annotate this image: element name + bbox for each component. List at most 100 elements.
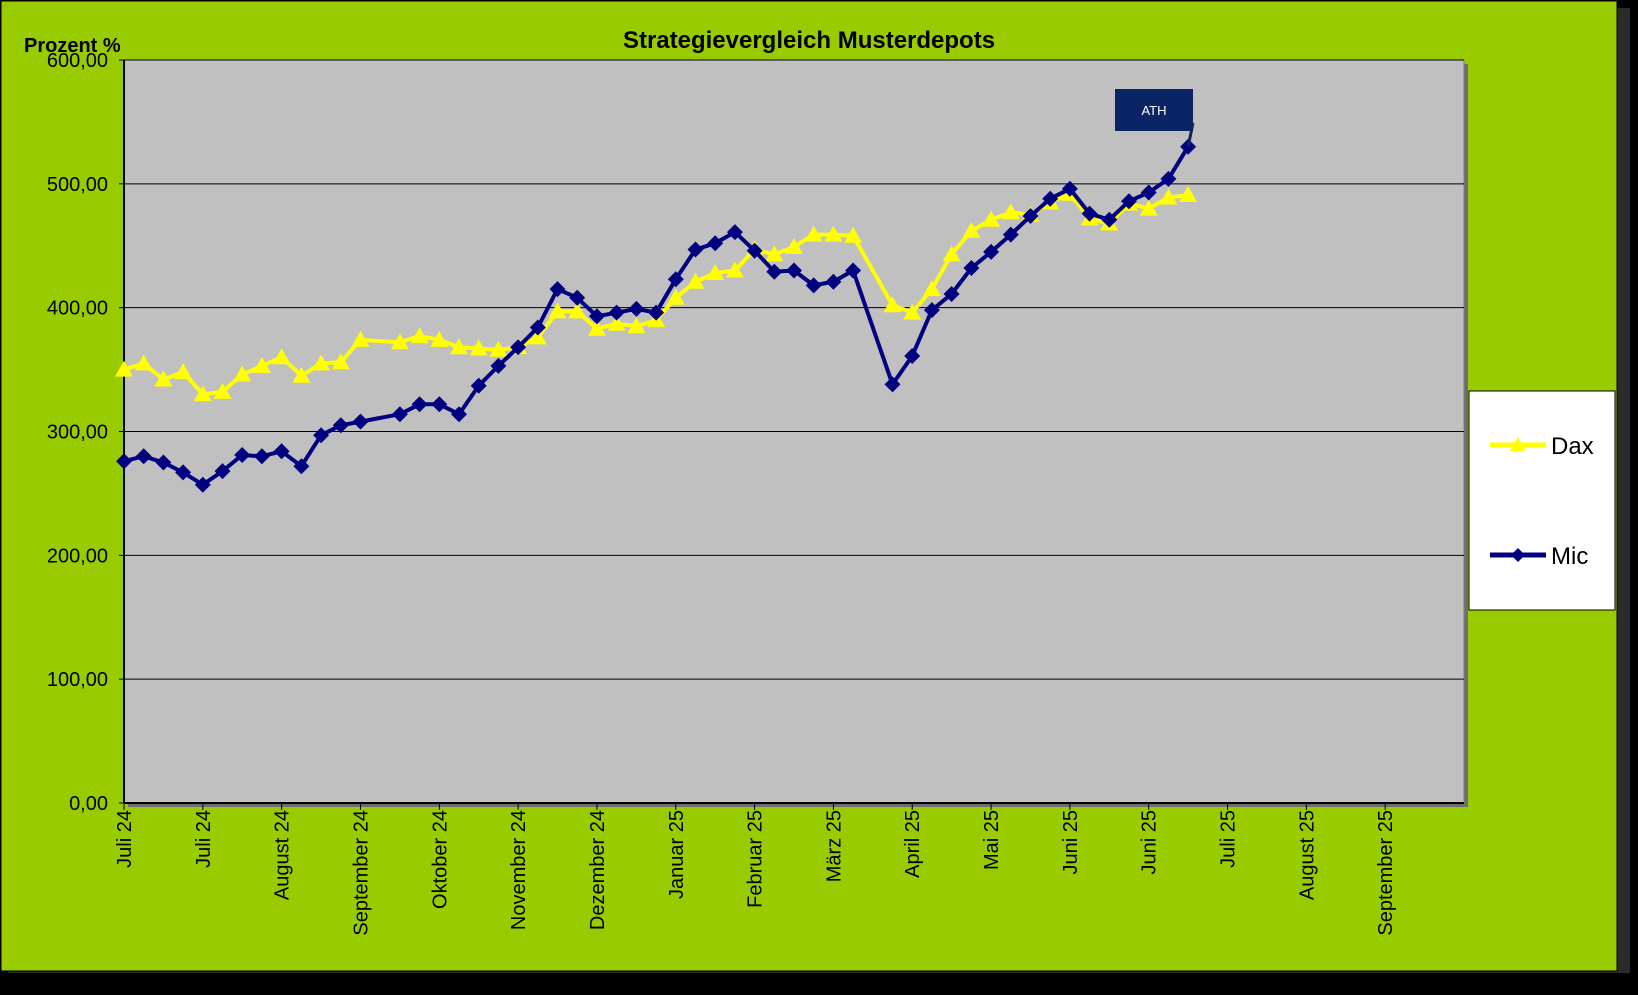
series-dax-point bbox=[390, 333, 409, 350]
series-dax-point bbox=[666, 288, 685, 305]
series-mic-point bbox=[1022, 208, 1039, 224]
series-dax-point bbox=[844, 226, 863, 243]
series-mic-point bbox=[1140, 184, 1157, 201]
x-tick-label: Mai 25 bbox=[981, 810, 1003, 870]
chart-title: Strategievergleich Musterdepots bbox=[623, 27, 995, 54]
series-dax-point bbox=[528, 328, 547, 345]
series-dax-point bbox=[312, 354, 331, 371]
series-dax-point bbox=[883, 296, 902, 313]
annotation-box bbox=[1115, 89, 1193, 131]
series-mic-point bbox=[1160, 170, 1177, 187]
series-mic-point bbox=[352, 413, 369, 430]
series-dax-point bbox=[548, 302, 567, 319]
series-mic-point bbox=[490, 357, 507, 374]
series-mic-point bbox=[273, 443, 290, 460]
legend-mic-label: Mic bbox=[1551, 543, 1588, 570]
series-dax-point bbox=[568, 302, 587, 319]
series-mic-point bbox=[1042, 190, 1059, 207]
series-mic-point bbox=[135, 448, 152, 465]
y-tick-labels: 0,00 100,00 200,00 300,00 400,00 500,00 600,00 bbox=[47, 50, 108, 815]
series-mic-point bbox=[214, 463, 231, 480]
series-dax-point bbox=[489, 340, 508, 357]
series-dax-point bbox=[1159, 188, 1178, 205]
series-mic-point bbox=[234, 447, 251, 463]
series-dax-point bbox=[272, 348, 291, 365]
series-dax-point bbox=[706, 264, 725, 280]
x-tick-label: Juni 25 bbox=[1060, 810, 1082, 875]
series-dax-point bbox=[469, 339, 488, 356]
series-mic-point bbox=[569, 289, 586, 306]
y-tick-label: 200,00 bbox=[47, 545, 108, 567]
series-mic-point bbox=[431, 396, 448, 413]
series-dax-point bbox=[292, 366, 311, 383]
series-mic-point bbox=[391, 406, 408, 423]
series-mic-point bbox=[411, 396, 428, 413]
series-mic-point bbox=[470, 377, 487, 394]
series-mic-point bbox=[963, 260, 980, 276]
legend-dax-marker bbox=[1510, 437, 1526, 451]
series-dax-point bbox=[962, 221, 981, 238]
series-mic-point bbox=[805, 277, 822, 294]
gridlines bbox=[124, 59, 1464, 680]
series-mic-point bbox=[825, 273, 842, 290]
series-dax-point bbox=[1179, 186, 1198, 202]
series-mic-point bbox=[253, 448, 270, 465]
series-mic-point bbox=[845, 262, 862, 279]
series-dax-point bbox=[785, 238, 803, 254]
series-dax-point bbox=[351, 330, 370, 347]
series-mic-point bbox=[510, 339, 527, 356]
series-mic bbox=[116, 138, 1197, 493]
series-mic-point bbox=[293, 458, 310, 475]
series-mic-point bbox=[726, 224, 743, 241]
x-tick-label: Januar 25 bbox=[666, 810, 688, 899]
y-tick-label: 0,00 bbox=[69, 793, 108, 815]
series-dax-point bbox=[134, 354, 153, 371]
x-tick-label: Juli 24 bbox=[193, 810, 215, 868]
x-tick-label: November 24 bbox=[508, 810, 530, 930]
series-dax-point bbox=[154, 370, 173, 387]
x-tick-label: August 25 bbox=[1296, 810, 1318, 900]
series-mic-point bbox=[155, 454, 172, 471]
series-mic-point bbox=[529, 319, 546, 336]
x-tick-label: August 24 bbox=[272, 810, 294, 900]
x-tick-label: Februar 25 bbox=[745, 810, 767, 908]
series-dax-point bbox=[233, 365, 252, 382]
x-tick-labels: Juli 24 Juli 24 August 24 September 24 Oktob… bbox=[114, 810, 1397, 936]
x-tick-label: Juni 25 bbox=[1139, 810, 1161, 875]
y-tick-label: 400,00 bbox=[47, 298, 108, 320]
axes bbox=[119, 59, 1464, 810]
series-mic-point bbox=[983, 243, 1000, 260]
series-dax-point bbox=[331, 353, 350, 370]
series-dax-point bbox=[252, 356, 271, 373]
annotation-layer: ATH bbox=[1115, 89, 1195, 147]
series-dax-point bbox=[213, 382, 232, 399]
legend-box bbox=[1468, 390, 1616, 611]
series-dax-point bbox=[174, 363, 193, 380]
series-mic-point bbox=[628, 300, 645, 317]
series-mic-point bbox=[313, 427, 330, 444]
series-mic-point bbox=[746, 242, 763, 259]
series-mic-point bbox=[1121, 193, 1137, 210]
series-dax-point bbox=[1139, 199, 1158, 216]
x-tick-label: Oktober 24 bbox=[429, 810, 451, 909]
y-tick-label: 300,00 bbox=[47, 422, 108, 444]
series-dax-point bbox=[1001, 203, 1020, 220]
y-tick-label: 100,00 bbox=[47, 669, 108, 691]
series-mic-point bbox=[648, 304, 665, 321]
series-dax-point bbox=[115, 360, 133, 377]
series-mic-point bbox=[1061, 180, 1078, 197]
legend: Dax Mic bbox=[1468, 390, 1616, 611]
series-dax-point bbox=[450, 338, 468, 355]
series-dax-point bbox=[430, 330, 449, 347]
series-mic-point bbox=[332, 417, 349, 434]
series-dax-point bbox=[804, 225, 823, 242]
series-mic-point bbox=[943, 286, 960, 302]
x-tick-label: September 25 bbox=[1375, 810, 1397, 936]
series-dax-point bbox=[686, 272, 705, 289]
series-mic-point bbox=[687, 241, 704, 258]
series-layer bbox=[115, 138, 1198, 493]
series-mic-point bbox=[904, 348, 921, 364]
legend-mic-marker bbox=[1511, 548, 1525, 562]
series-mic-point bbox=[923, 302, 940, 319]
